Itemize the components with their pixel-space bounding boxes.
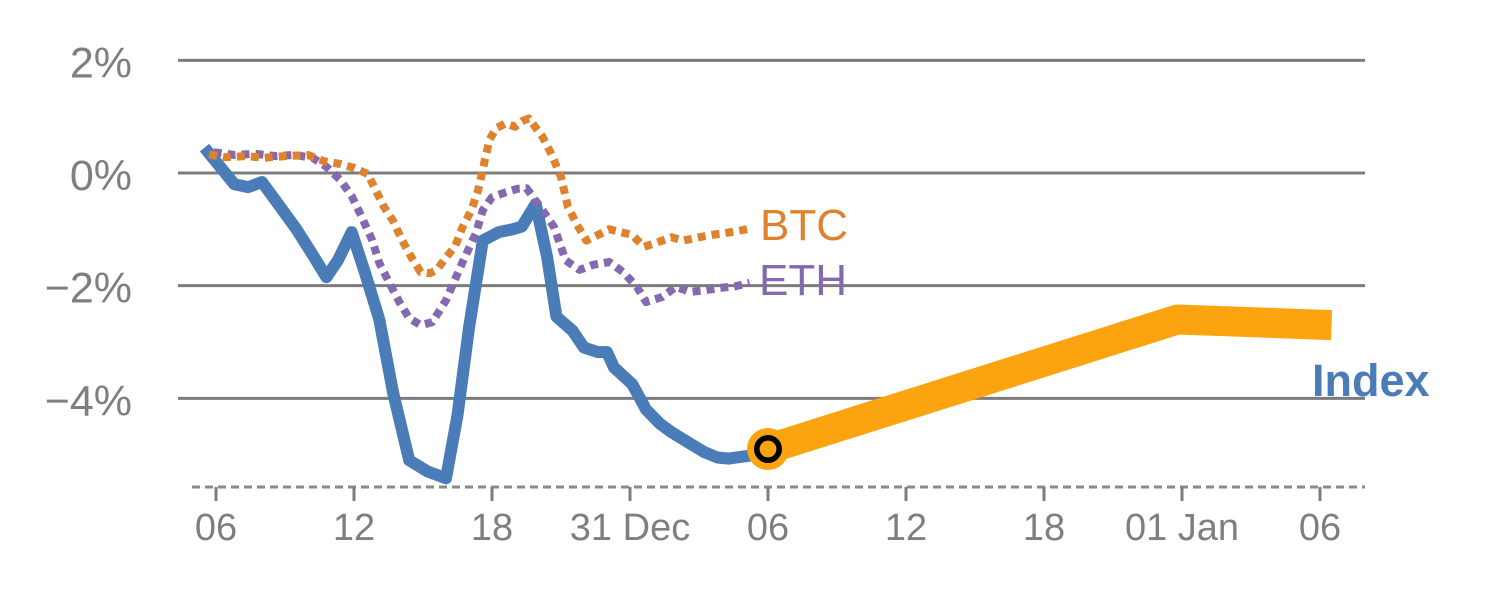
series-label-index: Index xyxy=(1312,355,1430,406)
x-tick-label: 12 xyxy=(885,507,927,549)
x-tick-label: 06 xyxy=(1299,507,1341,549)
x-tick-label: 06 xyxy=(747,507,789,549)
series-line-projection xyxy=(763,304,1333,464)
x-tick-label: 12 xyxy=(333,507,375,549)
series-label-btc: BTC xyxy=(760,201,848,250)
x-tick-label: 06 xyxy=(195,507,237,549)
series-label-eth: ETH xyxy=(759,256,847,305)
x-tick-label: 18 xyxy=(1023,507,1065,549)
y-tick-label: −2% xyxy=(45,265,132,313)
series-line-eth xyxy=(213,148,751,330)
current-point-marker-ring xyxy=(753,435,782,464)
y-tick-label: −4% xyxy=(45,377,132,425)
y-tick-label: 2% xyxy=(70,39,132,87)
x-tick-label: 01 Jan xyxy=(1125,507,1239,549)
current-point-marker xyxy=(747,428,789,471)
series-line-index xyxy=(199,143,769,485)
x-tick-label: 18 xyxy=(471,507,513,549)
y-tick-label: 0% xyxy=(70,152,132,200)
series-line-btc xyxy=(208,114,753,278)
x-tick-label: 31 Dec xyxy=(570,507,690,549)
